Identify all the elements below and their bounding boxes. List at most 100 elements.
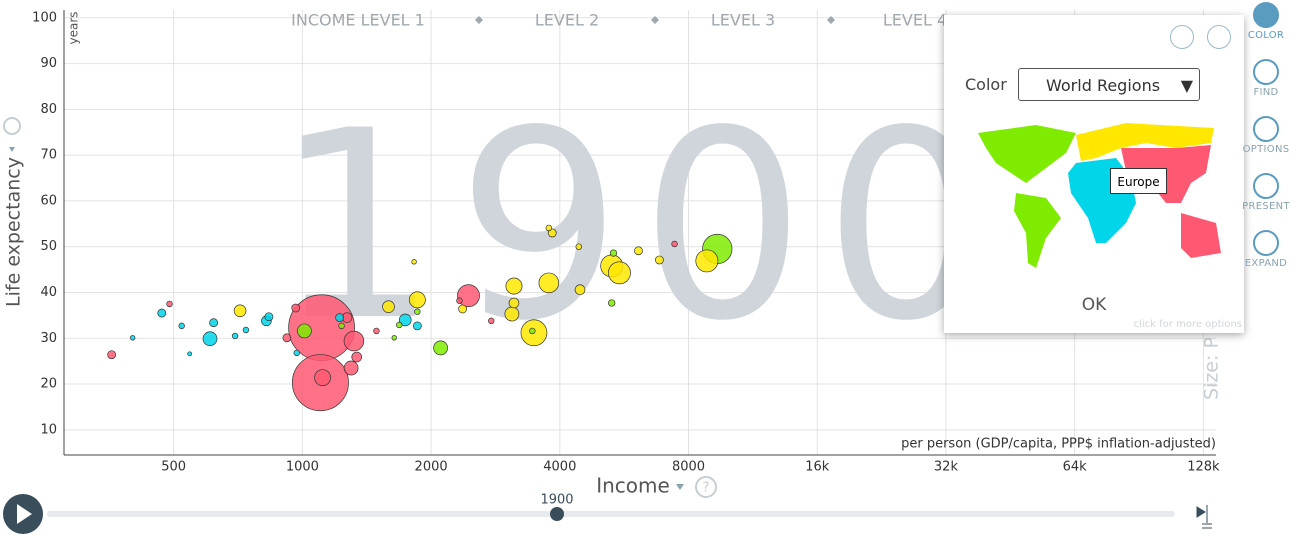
bubble — [233, 304, 247, 318]
bubble — [545, 224, 553, 232]
bubble — [187, 351, 193, 357]
y-help-icon[interactable] — [3, 117, 21, 135]
bubble — [242, 326, 250, 334]
y-tick-label: 70 — [40, 148, 57, 163]
map-tooltip: Europe — [1110, 168, 1167, 194]
bubble — [264, 312, 274, 322]
select-value: World Regions — [1046, 76, 1161, 95]
toolbar-button[interactable]: FIND — [1236, 59, 1296, 98]
bubble — [338, 322, 345, 330]
timeline-thumb[interactable] — [550, 507, 564, 521]
bubble — [335, 313, 345, 323]
bubble — [398, 313, 412, 327]
toolbar-button[interactable]: OPTIONS — [1236, 116, 1296, 155]
region-map[interactable] — [976, 123, 1226, 273]
toolbar-icon — [1253, 116, 1279, 142]
bubble — [609, 249, 618, 257]
income-level: LEVEL 3 — [711, 11, 775, 30]
toolbar-label: COLOR — [1247, 30, 1285, 41]
popup-drag[interactable] — [1170, 25, 1194, 49]
x-axis-title[interactable]: Income — [596, 474, 670, 498]
bubble — [107, 350, 117, 360]
timeline-year: 1900 — [540, 493, 573, 508]
y-axis-title[interactable]: Life expectancy — [3, 157, 25, 307]
y-tick-label: 80 — [40, 102, 57, 117]
bubble — [343, 360, 359, 376]
toolbar-label: FIND — [1253, 87, 1279, 98]
y-tick-label: 60 — [40, 193, 57, 208]
bubble — [291, 303, 301, 313]
x-tick-label: 1000 — [286, 460, 319, 475]
bubble — [293, 349, 300, 357]
x-help-icon[interactable] — [695, 476, 717, 498]
bubble — [575, 243, 582, 250]
map-americas[interactable] — [978, 125, 1076, 268]
x-tick-label: 2000 — [415, 460, 448, 475]
bubble — [314, 369, 332, 387]
bubble — [391, 335, 397, 341]
y-tick-label: 90 — [40, 56, 57, 71]
bubble — [488, 317, 495, 325]
bubble — [411, 259, 417, 265]
year-watermark: 1900 — [273, 76, 1007, 378]
bubble — [297, 323, 312, 339]
ok-button[interactable]: OK — [1081, 295, 1107, 315]
bubble — [529, 327, 536, 335]
bubble — [504, 306, 520, 322]
bubble — [166, 300, 173, 308]
x-axis-dropdown[interactable] — [676, 484, 684, 490]
bubble — [608, 299, 616, 307]
y-tick-label: 100 — [32, 10, 57, 25]
popup-hint[interactable]: click for more options — [1133, 319, 1242, 330]
y-tick-label: 50 — [40, 239, 57, 254]
speed-control[interactable] — [1196, 505, 1212, 529]
bubble — [695, 249, 719, 273]
toolbar-button[interactable]: COLOR — [1236, 2, 1296, 41]
bubble — [157, 308, 167, 318]
bubble — [130, 335, 136, 341]
color-popup: Color World Regions ▼ Europe OK click for… — [944, 15, 1244, 333]
income-level: LEVEL 4 — [883, 11, 947, 30]
y-tick-label: 40 — [40, 285, 57, 300]
y-tick-label: 20 — [40, 377, 57, 392]
x-tick-label: 128k — [1187, 460, 1220, 475]
x-tick-label: 16k — [805, 460, 830, 475]
bubble — [433, 340, 448, 356]
toolbar-label: PRESENT — [1242, 201, 1290, 212]
bubble — [414, 308, 421, 315]
bubble — [178, 322, 185, 330]
y-tick-label: 30 — [40, 331, 57, 346]
x-tick-label: 64k — [1063, 460, 1088, 475]
color-select[interactable]: World Regions ▼ — [1018, 68, 1200, 101]
level-separator — [475, 16, 835, 24]
bubble — [458, 304, 468, 314]
bubble — [671, 240, 678, 248]
toolbar-button[interactable]: PRESENT — [1236, 173, 1296, 212]
bubble — [634, 246, 643, 256]
income-level: LEVEL 2 — [535, 11, 599, 30]
popup-pin[interactable] — [1207, 25, 1231, 49]
size-label[interactable]: Size: P — [1201, 337, 1223, 400]
map-asia[interactable] — [1121, 145, 1221, 258]
toolbar-label: OPTIONS — [1242, 144, 1290, 155]
bubble — [538, 272, 560, 294]
y-unit: years — [67, 11, 81, 44]
toolbar-icon — [1253, 230, 1279, 256]
bubble — [457, 284, 480, 308]
map-europe[interactable] — [1076, 123, 1214, 161]
toolbar-icon — [1253, 2, 1279, 28]
bubble — [382, 300, 395, 313]
color-label: Color — [965, 75, 1007, 94]
y-axis-dropdown[interactable] — [9, 147, 15, 152]
x-tick-label: 500 — [161, 460, 186, 475]
bubble — [408, 291, 426, 309]
toolbar-button[interactable]: EXPAND — [1236, 230, 1296, 269]
bubble — [547, 228, 557, 238]
x-note: per person (GDP/capita, PPP$ inflation-a… — [901, 437, 1216, 452]
toolbar-icon — [1253, 59, 1279, 85]
bubble — [231, 332, 239, 340]
bubble — [209, 318, 219, 328]
bubble — [508, 297, 520, 309]
play-icon — [17, 504, 32, 524]
